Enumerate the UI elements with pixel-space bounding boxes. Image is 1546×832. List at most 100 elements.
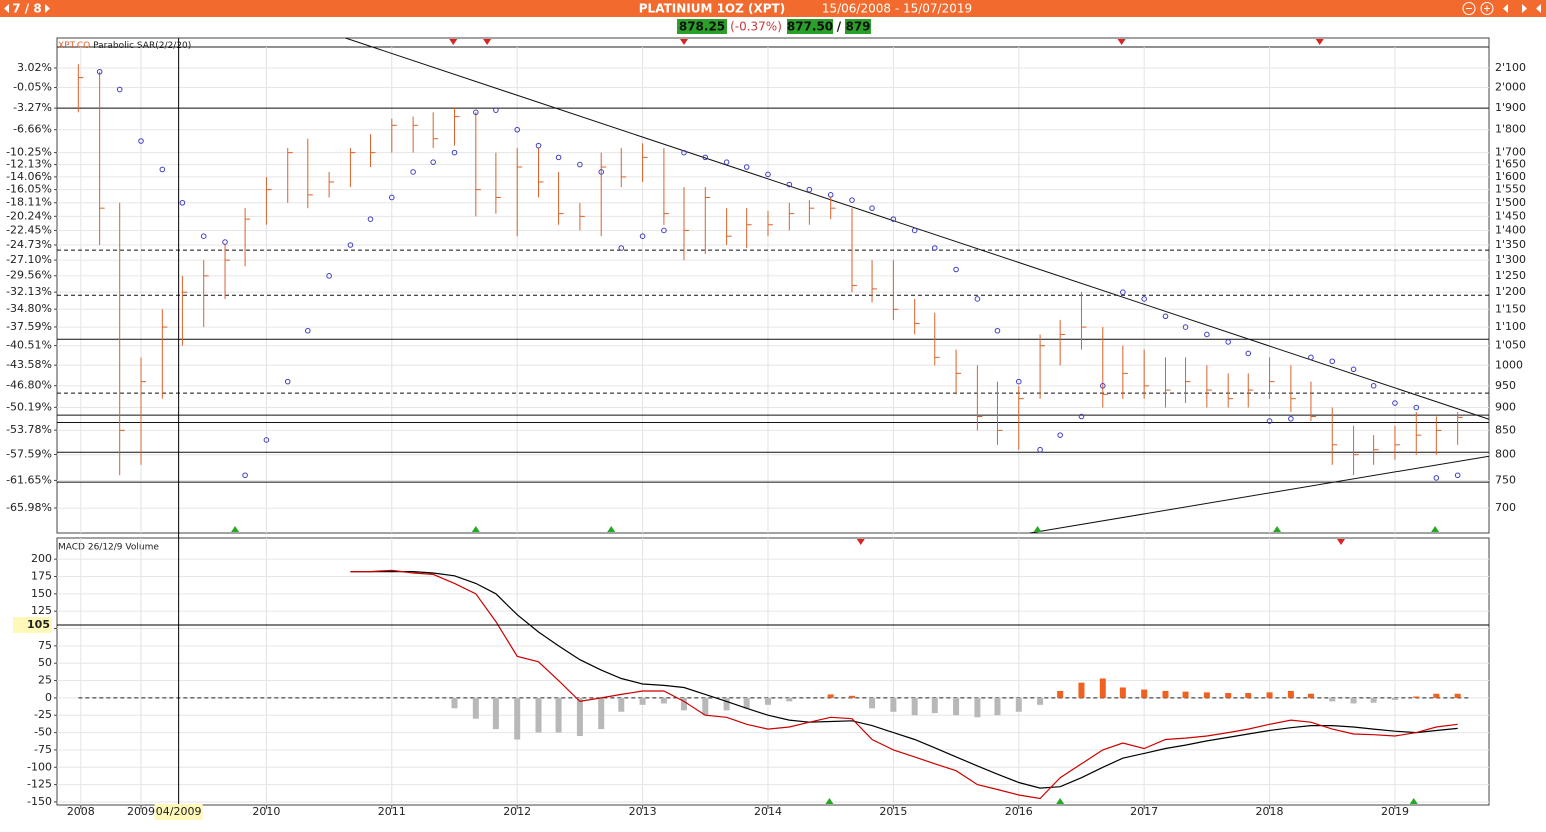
zoom-in-icon <box>1484 5 1490 12</box>
sar-dot <box>1057 432 1063 438</box>
zoom-out[interactable] <box>1462 2 1476 15</box>
ask-box <box>845 19 871 34</box>
bid: 877.50 <box>787 20 833 34</box>
prev-button[interactable] <box>4 4 9 13</box>
histogram-bar <box>1266 692 1273 698</box>
y2-tick-label: 700 <box>1495 501 1516 514</box>
x-tick-label: 2014 <box>754 805 782 818</box>
sar-dot <box>493 107 499 113</box>
y-tick-label: 150 <box>31 587 52 600</box>
histogram-bar <box>1015 697 1022 712</box>
y-tick-label: 50 <box>38 656 52 669</box>
histogram-bar <box>1099 678 1106 698</box>
y-tick-label: -34.80% <box>6 302 52 315</box>
legend-price: XPT.CO <box>58 41 90 51</box>
sar-dot <box>953 266 959 273</box>
histogram-bar <box>660 697 667 704</box>
sar-dot <box>347 242 354 248</box>
y-tick-label: -150 <box>27 795 52 808</box>
next-button[interactable] <box>45 4 50 13</box>
sar-dot <box>1037 446 1043 453</box>
bid-box <box>787 19 833 34</box>
y2-tick-label: 800 <box>1495 448 1516 461</box>
x-tick-label: 2009 <box>127 805 155 818</box>
histogram-bar <box>848 695 855 698</box>
sar-dot <box>326 273 332 279</box>
histogram-bar <box>1119 687 1126 698</box>
sar-dot <box>911 227 918 234</box>
y2-tick-label: 1'900 <box>1495 101 1526 114</box>
y-tick-label: -50 <box>34 726 52 739</box>
histogram-bar <box>869 697 876 709</box>
y2-tick-label: 1'500 <box>1495 196 1526 209</box>
histogram-bar <box>1203 692 1210 698</box>
date-range: 15/06/2008 - 15/07/2019 <box>822 2 972 16</box>
y2-tick-label: 1'450 <box>1495 209 1526 222</box>
sar-dot <box>284 378 291 385</box>
histogram-bar <box>953 697 960 716</box>
sar-dot <box>1329 358 1336 365</box>
histogram-bar <box>786 697 793 702</box>
histogram-bar <box>764 697 771 705</box>
sar-dot <box>765 171 771 178</box>
y2-tick-label: 950 <box>1495 379 1516 392</box>
macd-legend: MACD 26/12/9 Volume <box>58 543 159 553</box>
x-tick-label: 2017 <box>1130 805 1158 818</box>
histogram-bar <box>535 697 542 733</box>
x-tick-label: 2012 <box>503 805 531 818</box>
buy-signal <box>1409 798 1418 804</box>
sar-dot <box>179 199 186 206</box>
x-tick-label: 2015 <box>879 805 907 818</box>
histogram-bar <box>1037 697 1044 705</box>
sell-signal <box>679 39 688 45</box>
histogram-bar <box>680 697 687 711</box>
y-tick-label: -50.19% <box>6 400 52 413</box>
y2-tick-label: 1000 <box>1495 358 1523 371</box>
y2-tick-label: 1'600 <box>1495 170 1526 183</box>
sell-signal <box>483 39 492 45</box>
y2-tick-label: 1'050 <box>1495 339 1526 352</box>
sar-dot <box>1245 350 1252 357</box>
buy-signal <box>825 798 834 804</box>
y-tick-label: -3.27% <box>13 101 52 114</box>
last-price: 878.25 <box>679 20 725 34</box>
y-tick-label: -40.51% <box>6 339 52 352</box>
sar-dot <box>806 186 813 193</box>
sar-dot <box>931 245 938 251</box>
histogram-bar <box>492 697 499 730</box>
histogram-bar <box>1454 693 1461 698</box>
sar-dot <box>555 154 562 161</box>
crosshair-y-label: 105 <box>27 618 50 631</box>
y2-tick-label: 850 <box>1495 423 1516 436</box>
zoom-in[interactable] <box>1480 2 1494 15</box>
histogram-bar <box>702 697 709 716</box>
histogram-bar <box>514 697 521 740</box>
y2-tick-label: 750 <box>1495 474 1516 487</box>
y2-tick-label: 900 <box>1495 400 1516 413</box>
y-tick-label: 75 <box>38 639 52 652</box>
sar-dot <box>1099 383 1106 389</box>
scroll-start[interactable] <box>1536 4 1541 13</box>
sar-dot <box>410 169 416 175</box>
sar-dot <box>242 472 248 479</box>
sar-dot <box>367 216 374 222</box>
y2-tick-label: 1'550 <box>1495 183 1526 196</box>
sar-dot <box>1015 378 1022 385</box>
y-tick-label: -53.78% <box>6 423 52 436</box>
y2-tick-label: 1'350 <box>1495 238 1526 251</box>
sar-dot <box>849 197 855 203</box>
price-panel <box>56 37 1490 534</box>
sar-dot <box>1350 366 1357 373</box>
histogram-bar <box>576 697 583 737</box>
sar-dot <box>116 86 123 93</box>
sar-dot <box>577 161 583 168</box>
y2-tick-label: 2'100 <box>1495 61 1526 74</box>
y-tick-label: -0.05% <box>13 81 52 94</box>
sar-dot <box>974 296 981 302</box>
scroll-left[interactable] <box>1503 4 1508 13</box>
x-tick-label: 2013 <box>629 805 657 818</box>
sar-dot <box>1288 415 1294 422</box>
sell-signal <box>1337 539 1346 545</box>
histogram-bar <box>1141 689 1148 698</box>
scroll-right[interactable] <box>1522 4 1527 13</box>
